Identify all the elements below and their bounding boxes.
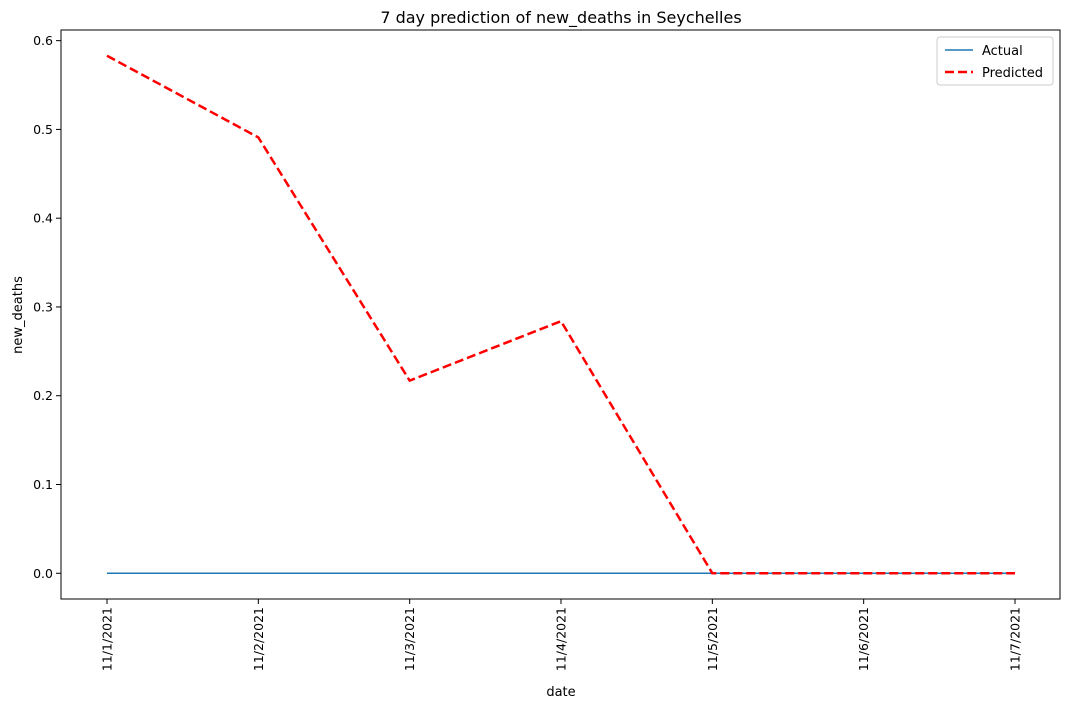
y-axis-label: new_deaths	[11, 276, 26, 354]
x-axis-label: date	[546, 685, 575, 700]
y-tick-label: 0.5	[33, 122, 53, 137]
y-tick-label: 0.4	[33, 211, 53, 226]
x-tick-label: 11/7/2021	[1008, 607, 1023, 671]
y-tick-label: 0.1	[33, 477, 53, 492]
legend-label-actual: Actual	[982, 44, 1023, 59]
x-tick-label: 11/4/2021	[554, 607, 569, 671]
x-tick-label: 11/3/2021	[402, 607, 417, 671]
x-axis: 11/1/2021 11/2/2021 11/3/2021 11/4/2021 11/5…	[100, 599, 1023, 671]
legend-label-predicted: Predicted	[982, 66, 1043, 81]
x-tick-label: 11/6/2021	[856, 607, 871, 671]
x-tick-label: 11/2/2021	[251, 607, 266, 671]
y-tick-label: 0.0	[33, 566, 53, 581]
x-tick-label: 11/5/2021	[705, 607, 720, 671]
series-line-predicted	[106, 54, 1015, 575]
chart-title: 7 day prediction of new_deaths in Seyche…	[380, 8, 741, 28]
y-axis: 0.0 0.1 0.2 0.3 0.4 0.5 0.6	[33, 33, 61, 581]
plot-area	[106, 54, 1015, 575]
y-tick-label: 0.2	[33, 388, 53, 403]
x-tick-label: 11/1/2021	[100, 607, 115, 671]
y-tick-label: 0.3	[33, 299, 53, 314]
legend: Actual Predicted	[936, 36, 1054, 86]
y-tick-label: 0.6	[33, 33, 53, 48]
